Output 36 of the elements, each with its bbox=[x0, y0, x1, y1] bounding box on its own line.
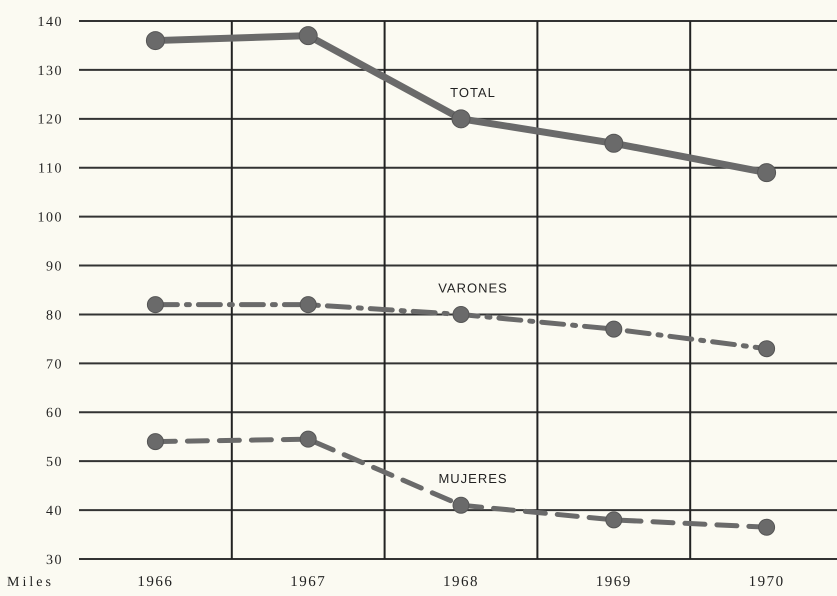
point bbox=[604, 134, 624, 153]
series-label: MUJERES bbox=[438, 471, 508, 486]
y-tick-label: 130 bbox=[38, 64, 63, 79]
point bbox=[605, 511, 622, 528]
point bbox=[452, 306, 470, 323]
x-tick-label: 1966 bbox=[137, 574, 174, 590]
y-tick-label: 100 bbox=[38, 210, 63, 226]
y-tick-label: 120 bbox=[38, 112, 63, 128]
point bbox=[758, 518, 776, 536]
y-tick-label: 90 bbox=[46, 259, 63, 274]
point bbox=[758, 340, 776, 358]
point bbox=[300, 430, 317, 448]
series-label: VARONES bbox=[438, 280, 508, 296]
x-tick-label: 1968 bbox=[443, 574, 479, 590]
series-label: TOTAL bbox=[450, 84, 496, 100]
point bbox=[452, 496, 470, 514]
point bbox=[452, 109, 470, 128]
y-axis-title: Miles bbox=[7, 575, 54, 590]
y-tick-label: 140 bbox=[38, 14, 63, 30]
y-tick-label: 80 bbox=[46, 308, 63, 324]
point bbox=[298, 26, 318, 46]
y-tick-label: 50 bbox=[46, 455, 63, 470]
y-tick-label: 110 bbox=[38, 162, 63, 177]
y-tick-label: 30 bbox=[46, 552, 63, 568]
x-tick-label: 1970 bbox=[748, 574, 785, 590]
point bbox=[146, 31, 165, 50]
point bbox=[300, 296, 317, 314]
point bbox=[146, 433, 164, 450]
point bbox=[605, 320, 622, 338]
x-tick-label: 1969 bbox=[596, 574, 632, 590]
point bbox=[146, 296, 164, 314]
point bbox=[757, 163, 776, 182]
x-tick-label: 1967 bbox=[290, 574, 326, 590]
y-tick-label: 40 bbox=[46, 504, 63, 519]
y-tick-label: 70 bbox=[46, 357, 63, 372]
y-tick-label: 60 bbox=[46, 406, 63, 422]
